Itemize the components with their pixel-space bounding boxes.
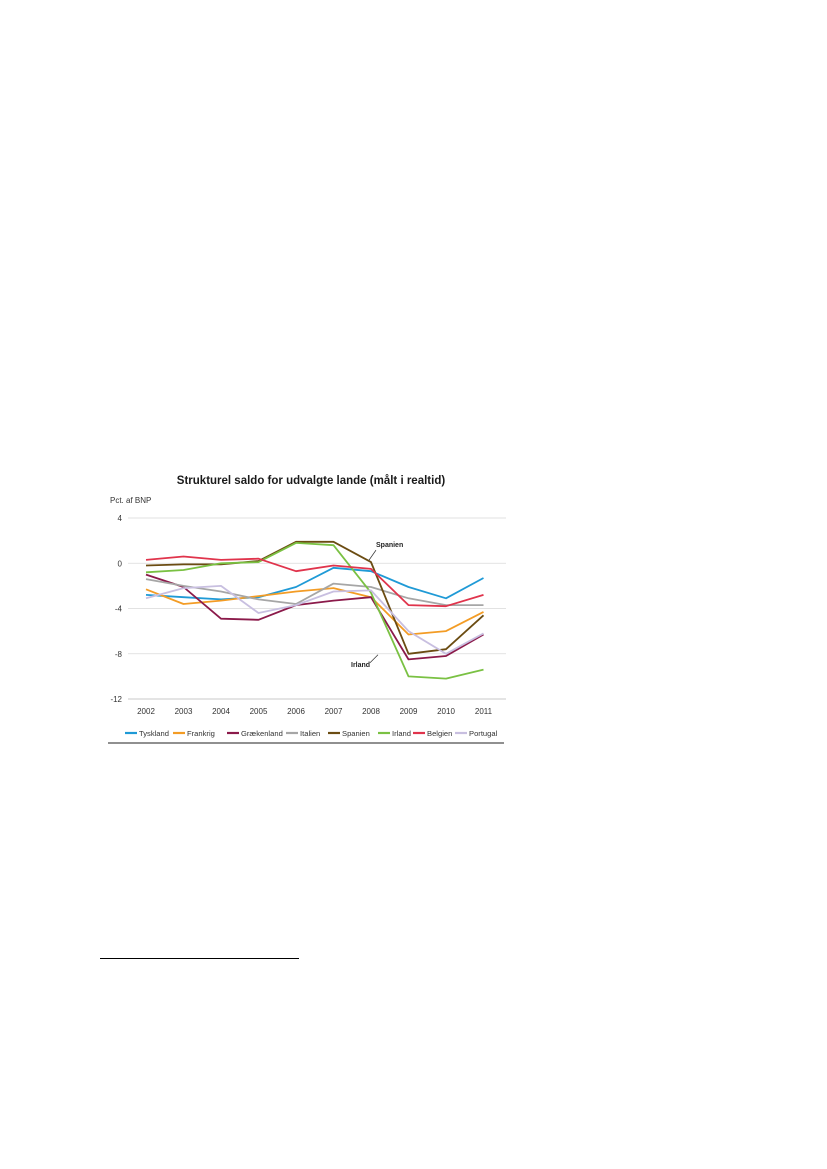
chart-svg: Strukturel saldo for udvalgte lande (mål… <box>108 475 506 744</box>
annotation-leader <box>369 654 379 663</box>
annotation-label: Spanien <box>376 542 403 549</box>
series-line-italien <box>145 578 484 607</box>
x-tick-label: 2007 <box>325 707 343 716</box>
legend-label: Portugal <box>469 729 498 738</box>
y-axis-label: Pct. af BNP <box>110 496 151 505</box>
y-tick-label: 0 <box>118 559 123 568</box>
x-tick-label: 2003 <box>175 707 193 716</box>
legend-label: Irland <box>392 729 411 738</box>
series-line-spanien <box>145 540 485 655</box>
y-tick-label: 4 <box>118 514 123 523</box>
legend-label: Spanien <box>342 729 370 738</box>
x-tick-label: 2002 <box>137 707 155 716</box>
series-line-tyskland <box>145 566 484 601</box>
series-line-belgien <box>145 555 484 608</box>
x-tick-label: 2011 <box>475 707 493 716</box>
legend-label: Frankrig <box>187 729 215 738</box>
chart: Strukturel saldo for udvalgte lande (mål… <box>106 466 516 751</box>
legend-label: Tyskland <box>139 729 169 738</box>
y-tick-label: -12 <box>110 695 122 704</box>
legend-label: Belgien <box>427 729 452 738</box>
footnote-divider <box>100 958 299 959</box>
x-tick-label: 2010 <box>437 707 455 716</box>
chart-title: Strukturel saldo for udvalgte lande (mål… <box>177 475 446 487</box>
series-line-portugal <box>145 585 484 655</box>
annotation-leader <box>368 549 377 561</box>
legend-label: Grækenland <box>241 729 283 738</box>
series-line-grækenland <box>145 573 484 661</box>
x-tick-label: 2006 <box>287 707 305 716</box>
x-tick-label: 2005 <box>250 707 268 716</box>
x-tick-label: 2009 <box>400 707 418 716</box>
x-tick-label: 2004 <box>212 707 230 716</box>
series-line-irland <box>145 542 484 680</box>
y-tick-label: -4 <box>115 605 123 614</box>
x-tick-label: 2008 <box>362 707 380 716</box>
annotation-label: Irland <box>351 662 370 669</box>
y-tick-label: -8 <box>115 650 123 659</box>
legend-label: Italien <box>300 729 320 738</box>
